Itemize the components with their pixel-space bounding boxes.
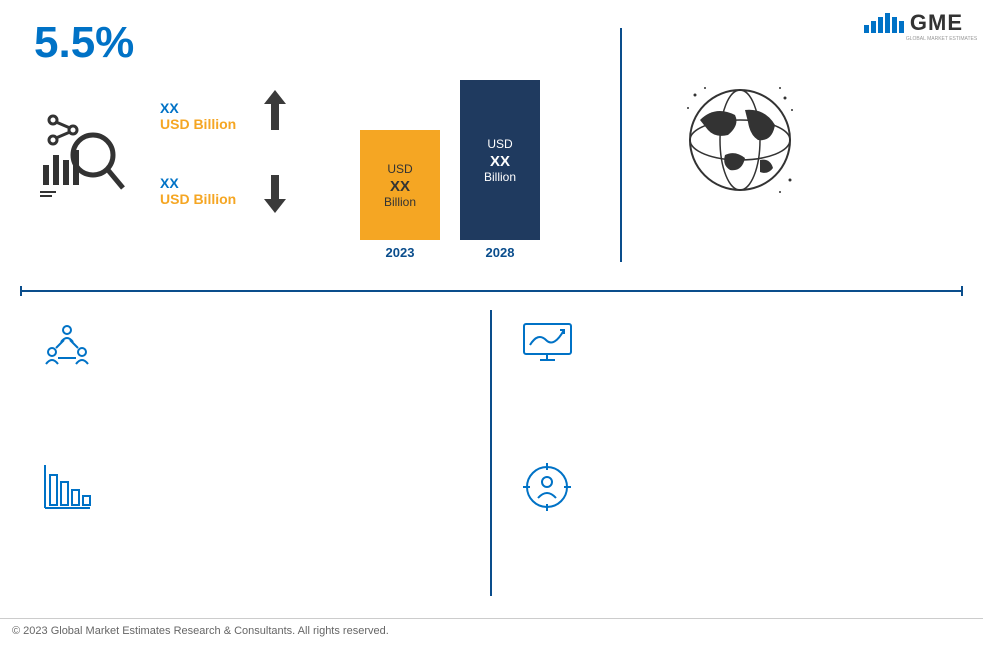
top-section: 5.5% GME GLOBAL MARKET ESTIMATES XX [0, 0, 983, 270]
bar-year-2023: 2023 [360, 245, 440, 260]
horizontal-divider [20, 290, 963, 292]
bottom-section [0, 300, 983, 606]
bar-2023-xx: XX [390, 178, 410, 195]
globe-icon [680, 80, 800, 205]
person-target-icon [520, 460, 575, 520]
logo-subtext: GLOBAL MARKET ESTIMATES [906, 36, 977, 42]
vertical-divider-top [620, 28, 622, 262]
vertical-divider-bottom [490, 310, 492, 596]
bar-year-2028: 2028 [460, 245, 540, 260]
bar-chart-decline-icon [40, 460, 95, 520]
valuation-high-usd: USD Billion [160, 116, 236, 132]
brand-logo: GME GLOBAL MARKET ESTIMATES [864, 10, 963, 36]
monitor-trend-icon [520, 320, 575, 375]
bar-2023: USD XX Billion [360, 130, 440, 240]
valuation-high-xx: XX [160, 100, 236, 116]
bar-2023-usd: USD [387, 162, 412, 176]
copyright-text: © 2023 Global Market Estimates Research … [12, 625, 389, 637]
analytics-search-icon [38, 110, 128, 205]
copyright-footer: © 2023 Global Market Estimates Research … [0, 618, 983, 646]
bar-2028-bil: Billion [484, 170, 516, 184]
logo-bars-icon [864, 13, 904, 33]
valuation-high-block: XX USD Billion [160, 100, 236, 132]
bar-2028-xx: XX [490, 153, 510, 170]
valuation-low-block: XX USD Billion [160, 175, 236, 207]
people-network-icon [40, 320, 95, 380]
bar-2028: USD XX Billion [460, 80, 540, 240]
bar-2028-usd: USD [487, 137, 512, 151]
market-size-bar-chart: USD XX Billion USD XX Billion 2023 2028 [350, 80, 560, 260]
cagr-value: 5.5% [34, 18, 134, 68]
valuation-low-usd: USD Billion [160, 191, 236, 207]
valuation-low-xx: XX [160, 175, 236, 191]
logo-text: GME [910, 10, 963, 36]
bar-2023-bil: Billion [384, 195, 416, 209]
